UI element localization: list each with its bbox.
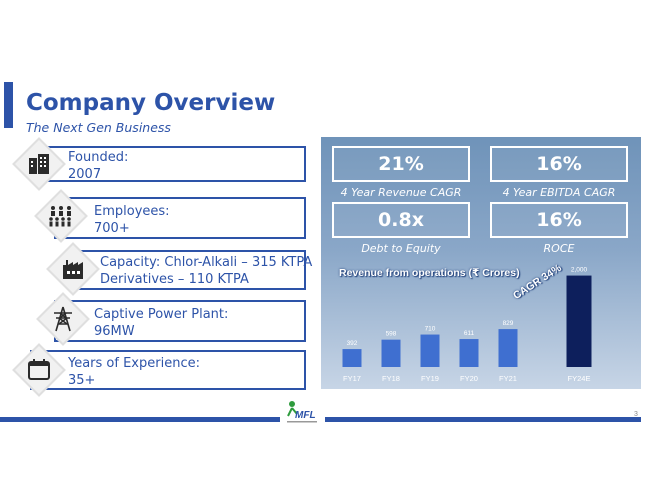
bar-value-label-fy24e: 2,000 [571,267,588,274]
power-tower-icon [44,300,82,338]
bar-fy24e [566,275,592,367]
calendar-icon [20,351,58,389]
title-accent-bar [4,82,13,128]
fact-employees-box: Employees: 700+ [54,197,306,239]
chart-title: Revenue from operations (₹ Crores) [339,267,520,279]
bar-value-label-fy19: 710 [425,326,436,333]
page-subtitle: The Next Gen Business [26,120,171,135]
kpi-ebitda-cagr-value: 16% [490,146,628,182]
fact-founded-value: 2007 [68,167,102,182]
kpi-ebitda-cagr-label: 4 Year EBITDA CAGR [502,186,616,199]
kpi-roce-label: ROCE [543,242,575,255]
footer-rule-right [325,417,641,422]
x-tick-label-fy20: FY20 [460,374,478,383]
fact-founded-label: Founded: [68,150,129,165]
x-tick-label-fy24e: FY24E [568,374,591,383]
fact-experience-label: Years of Experience: [68,356,200,371]
x-tick-label-fy18: FY18 [382,374,400,383]
bar-value-label-fy21: 829 [503,320,514,327]
x-tick-label-fy19: FY19 [421,374,439,383]
company-logo: MFL [284,398,320,426]
page-title: Company Overview [26,90,276,116]
revenue-bar-chart: 392 FY17 598 FY18 710 FY19 611 FY20 829 FY21 2,000… [342,267,592,383]
bar-value-label-fy17: 392 [347,340,358,347]
fact-employees-label: Employees: [94,204,170,219]
fact-capacity-line1: Capacity: Chlor-Alkali – 315 KTPA [100,255,313,270]
kpi-debt-equity-label: Debt to Equity [361,242,441,255]
x-tick-label-fy17: FY17 [343,374,361,383]
bar-value-label-fy20: 611 [464,330,475,337]
fact-power-value: 96MW [94,324,135,339]
fact-power-label: Captive Power Plant: [94,307,229,322]
fact-experience-value: 35+ [68,373,96,388]
fact-capacity-line2: Derivatives – 110 KTPA [100,272,249,287]
bar-fy20 [459,339,479,367]
bar-fy21 [498,329,518,367]
bar-fy18 [381,339,401,367]
fact-experience-box: Years of Experience: 35+ [30,350,306,390]
page-number: 3 [634,411,638,418]
bar-fy17 [342,349,362,367]
footer-rule-left [0,417,280,422]
bar-value-label-fy18: 598 [386,331,397,338]
bar-fy19 [420,334,440,367]
fact-employees-value: 700+ [94,221,130,236]
people-icon [42,197,80,235]
buildings-icon [20,145,58,183]
kpi-debt-equity-value: 0.8x [332,202,470,238]
factory-icon [54,250,92,288]
x-tick-label-fy21: FY21 [499,374,517,383]
fact-power-box: Captive Power Plant: 96MW [54,300,306,342]
kpi-revenue-cagr-value: 21% [332,146,470,182]
kpi-revenue-cagr-label: 4 Year Revenue CAGR [340,186,462,199]
kpi-roce-value: 16% [490,202,628,238]
fact-capacity-box: Capacity: Chlor-Alkali – 315 KTPA Deriva… [67,250,312,290]
fact-founded-box: Founded: 2007 [30,146,306,182]
svg-text:MFL: MFL [295,410,316,421]
